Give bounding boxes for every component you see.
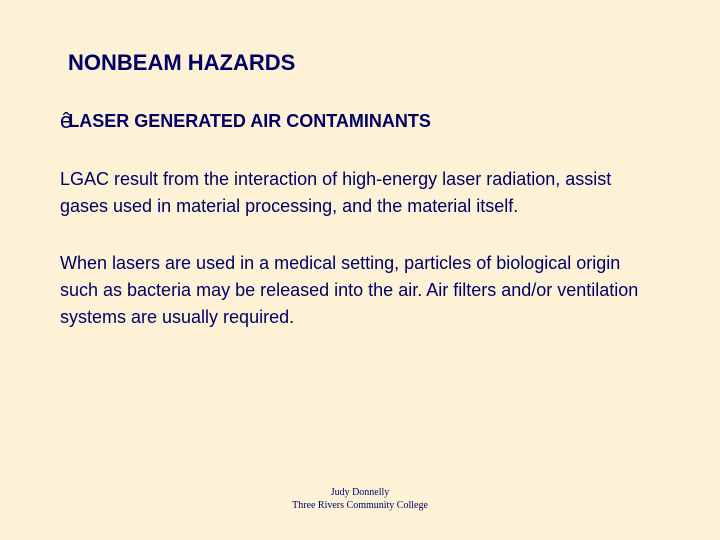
footer-org: Three Rivers Community College: [0, 500, 720, 513]
footer: Judy Donnelly Three Rivers Community Col…: [0, 487, 720, 512]
slide-title: NONBEAM HAZARDS: [68, 50, 660, 76]
paragraph-1: LGAC result from the interaction of high…: [60, 166, 660, 220]
footer-author: Judy Donnelly: [0, 487, 720, 500]
subtitle: LASER GENERATED AIR CONTAMINANTS: [68, 111, 431, 132]
paragraph-2: When lasers are used in a medical settin…: [60, 250, 660, 331]
slide: NONBEAM HAZARDS ê LASER GENERATED AIR CO…: [0, 0, 720, 540]
subtitle-row: ê LASER GENERATED AIR CONTAMINANTS: [60, 110, 660, 132]
